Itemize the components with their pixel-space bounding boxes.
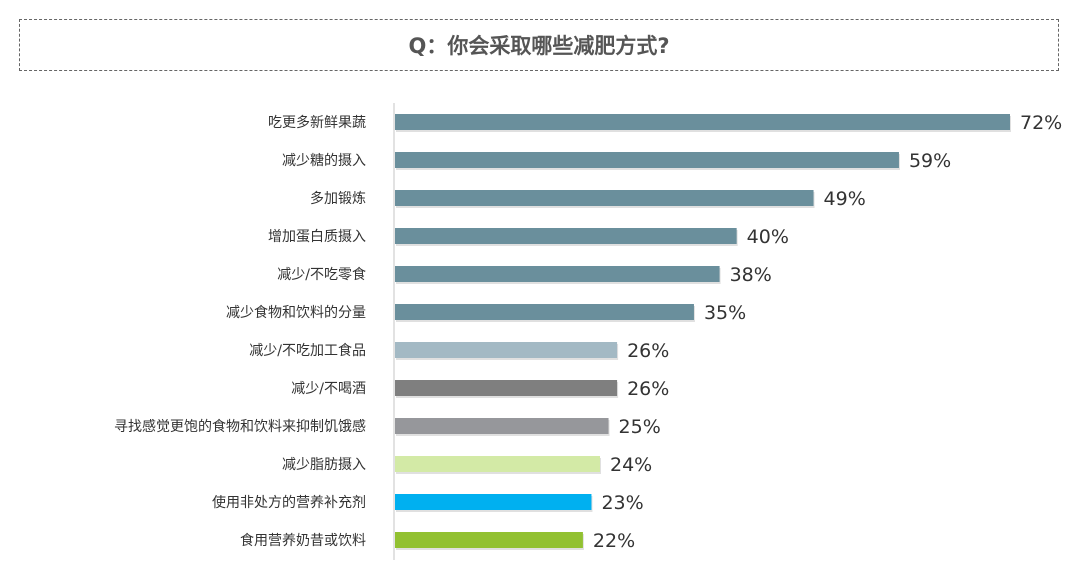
value-label: 38%	[730, 264, 772, 286]
value-label: 72%	[1020, 112, 1062, 134]
category-label: 增加蛋白质摄入	[268, 229, 366, 245]
category-label: 多加锻炼	[310, 190, 366, 207]
bar	[395, 228, 737, 244]
value-label: 22%	[593, 530, 635, 552]
bar	[395, 266, 720, 282]
chart-title: Q：你会采取哪些减肥方式?	[408, 34, 670, 58]
value-label: 59%	[909, 150, 951, 172]
category-label: 减少食物和饮料的分量	[226, 304, 366, 321]
bar	[395, 342, 618, 358]
category-label: 减少脂肪摄入	[282, 457, 366, 473]
chart-title-box: Q：你会采取哪些减肥方式?	[19, 19, 1059, 71]
value-label: 40%	[747, 226, 789, 248]
category-label: 吃更多新鲜果蔬	[268, 114, 366, 131]
bar	[395, 152, 899, 168]
bar	[395, 304, 694, 320]
value-label: 35%	[704, 302, 746, 324]
category-label: 减少/不喝酒	[291, 381, 366, 397]
value-label: 23%	[601, 492, 643, 514]
category-label: 减少糖的摄入	[282, 153, 366, 169]
category-label: 减少/不吃加工食品	[249, 342, 366, 359]
value-label: 49%	[824, 188, 866, 210]
value-label: 24%	[610, 454, 652, 476]
bar	[395, 190, 814, 206]
category-label: 使用非处方的营养补充剂	[212, 494, 366, 511]
bar	[395, 456, 600, 472]
category-label: 减少/不吃零食	[277, 266, 366, 283]
bar	[395, 380, 618, 396]
bar	[395, 418, 609, 434]
bar	[395, 494, 592, 510]
bar	[395, 114, 1010, 130]
value-label: 26%	[627, 378, 669, 400]
category-label: 寻找感觉更饱的食物和饮料来抑制饥饿感	[114, 418, 366, 435]
category-label: 食用营养奶昔或饮料	[240, 532, 366, 549]
value-label: 25%	[619, 416, 661, 438]
value-label: 26%	[627, 340, 669, 362]
bar	[395, 532, 583, 548]
